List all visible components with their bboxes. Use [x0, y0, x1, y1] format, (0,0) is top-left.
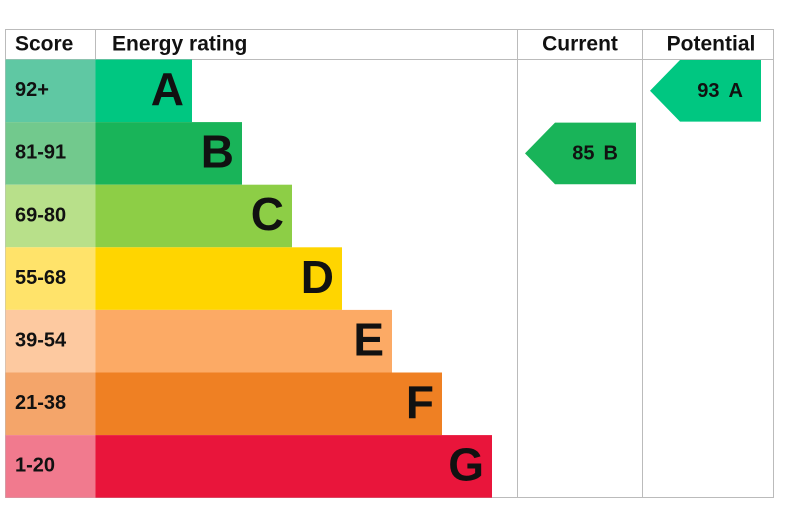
header-potential: Potential	[667, 33, 756, 56]
score-cell	[5, 122, 96, 185]
band-score: 39-54	[15, 329, 67, 351]
band-bar	[95, 122, 242, 185]
header-current: Current	[542, 33, 618, 56]
band-bar	[95, 59, 192, 123]
band-score: 55-68	[15, 267, 66, 289]
score-cell	[5, 372, 96, 436]
score-cell	[5, 184, 96, 248]
band-letter: B	[201, 126, 234, 178]
band-score: 1-20	[15, 455, 55, 477]
potential-arrow	[650, 60, 761, 122]
current-value: 85	[572, 143, 594, 165]
score-cell	[5, 59, 96, 123]
band-bar	[95, 309, 392, 373]
band-score: 21-38	[15, 392, 66, 414]
band-bar	[95, 247, 342, 310]
header-rating: Energy rating	[112, 33, 247, 56]
potential-value: 93	[697, 80, 719, 102]
header-score: Score	[15, 33, 73, 56]
band-letter: A	[151, 63, 184, 115]
band-bar	[95, 184, 292, 248]
score-cell	[5, 247, 96, 310]
band-letter: F	[406, 376, 434, 428]
band-score: 69-80	[15, 204, 66, 226]
band-letter: E	[353, 313, 384, 365]
band-score: 92+	[15, 79, 49, 101]
band-letter: G	[448, 439, 484, 491]
score-cell	[5, 309, 96, 373]
potential-letter: A	[729, 80, 743, 102]
band-score: 81-91	[15, 142, 66, 164]
band-letter: C	[251, 188, 284, 240]
band-bar	[95, 435, 492, 498]
band-letter: D	[301, 251, 334, 303]
current-letter: B	[604, 143, 618, 165]
band-bar	[95, 372, 442, 436]
score-cell	[5, 435, 96, 498]
current-arrow	[525, 122, 636, 185]
